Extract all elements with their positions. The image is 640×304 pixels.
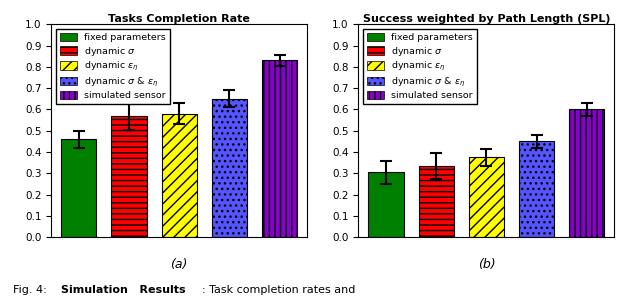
Bar — [162, 114, 196, 237]
Bar — [569, 109, 604, 237]
Bar — [519, 141, 554, 237]
Text: : Task completion rates and: : Task completion rates and — [202, 285, 355, 295]
Bar — [61, 139, 97, 237]
Text: Fig. 4:: Fig. 4: — [13, 285, 50, 295]
Legend: fixed parameters, dynamic $\sigma$, dynamic $\varepsilon_{\eta}$, dynamic $\sigm: fixed parameters, dynamic $\sigma$, dyna… — [363, 29, 477, 104]
Bar — [111, 116, 147, 237]
Text: Simulation   Results: Simulation Results — [61, 285, 186, 295]
Bar — [262, 60, 297, 237]
Bar — [469, 157, 504, 237]
Text: (a): (a) — [170, 258, 188, 271]
Title: Tasks Completion Rate: Tasks Completion Rate — [108, 14, 250, 23]
Bar — [419, 166, 454, 237]
Bar — [369, 172, 404, 237]
Text: (b): (b) — [477, 258, 495, 271]
Title: Success weighted by Path Length (SPL): Success weighted by Path Length (SPL) — [363, 14, 610, 23]
Legend: fixed parameters, dynamic $\sigma$, dynamic $\varepsilon_{\eta}$, dynamic $\sigm: fixed parameters, dynamic $\sigma$, dyna… — [56, 29, 170, 104]
Bar — [212, 99, 247, 237]
